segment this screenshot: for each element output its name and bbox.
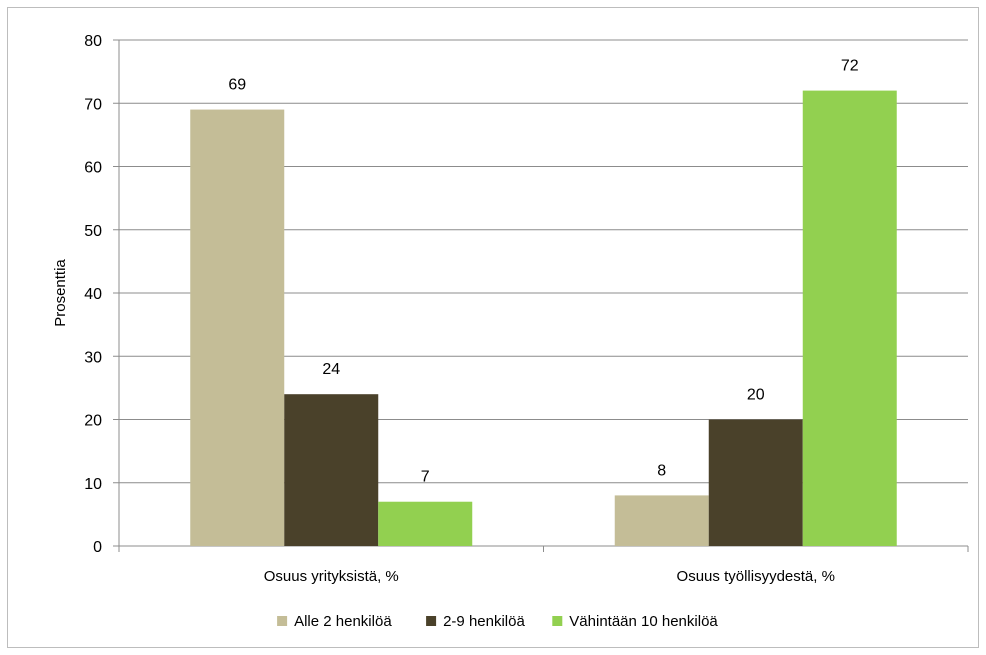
- data-label: 7: [421, 469, 430, 486]
- data-label: 24: [322, 361, 340, 378]
- data-label: 72: [841, 58, 859, 75]
- data-label: 20: [747, 387, 765, 404]
- y-tick-label: 70: [84, 96, 102, 113]
- y-tick-label: 0: [93, 539, 102, 556]
- data-label: 8: [657, 462, 666, 479]
- bar: [802, 90, 897, 546]
- bar: [614, 495, 709, 546]
- legend-swatch: [552, 616, 563, 626]
- bar: [190, 109, 285, 546]
- legend-label: Vähintään 10 henkilöä: [569, 613, 718, 630]
- x-category-label: Osuus yrityksistä, %: [264, 568, 399, 585]
- legend-label: Alle 2 henkilöä: [294, 613, 392, 630]
- legend-label: 2-9 henkilöä: [443, 613, 525, 630]
- data-label: 69: [228, 77, 246, 94]
- y-tick-label: 20: [84, 413, 102, 430]
- y-axis-title: Prosenttia: [52, 259, 69, 327]
- legend-swatch: [426, 616, 437, 626]
- y-tick-label: 60: [84, 160, 102, 177]
- bar: [378, 501, 473, 546]
- bar: [708, 419, 803, 546]
- x-category-label: Osuus työllisyydestä, %: [677, 568, 835, 585]
- y-tick-label: 80: [84, 33, 102, 50]
- legend-swatch: [277, 616, 288, 626]
- y-tick-label: 50: [84, 223, 102, 240]
- bar: [284, 394, 379, 546]
- y-tick-label: 40: [84, 286, 102, 303]
- y-tick-label: 30: [84, 349, 102, 366]
- y-tick-label: 10: [84, 476, 102, 493]
